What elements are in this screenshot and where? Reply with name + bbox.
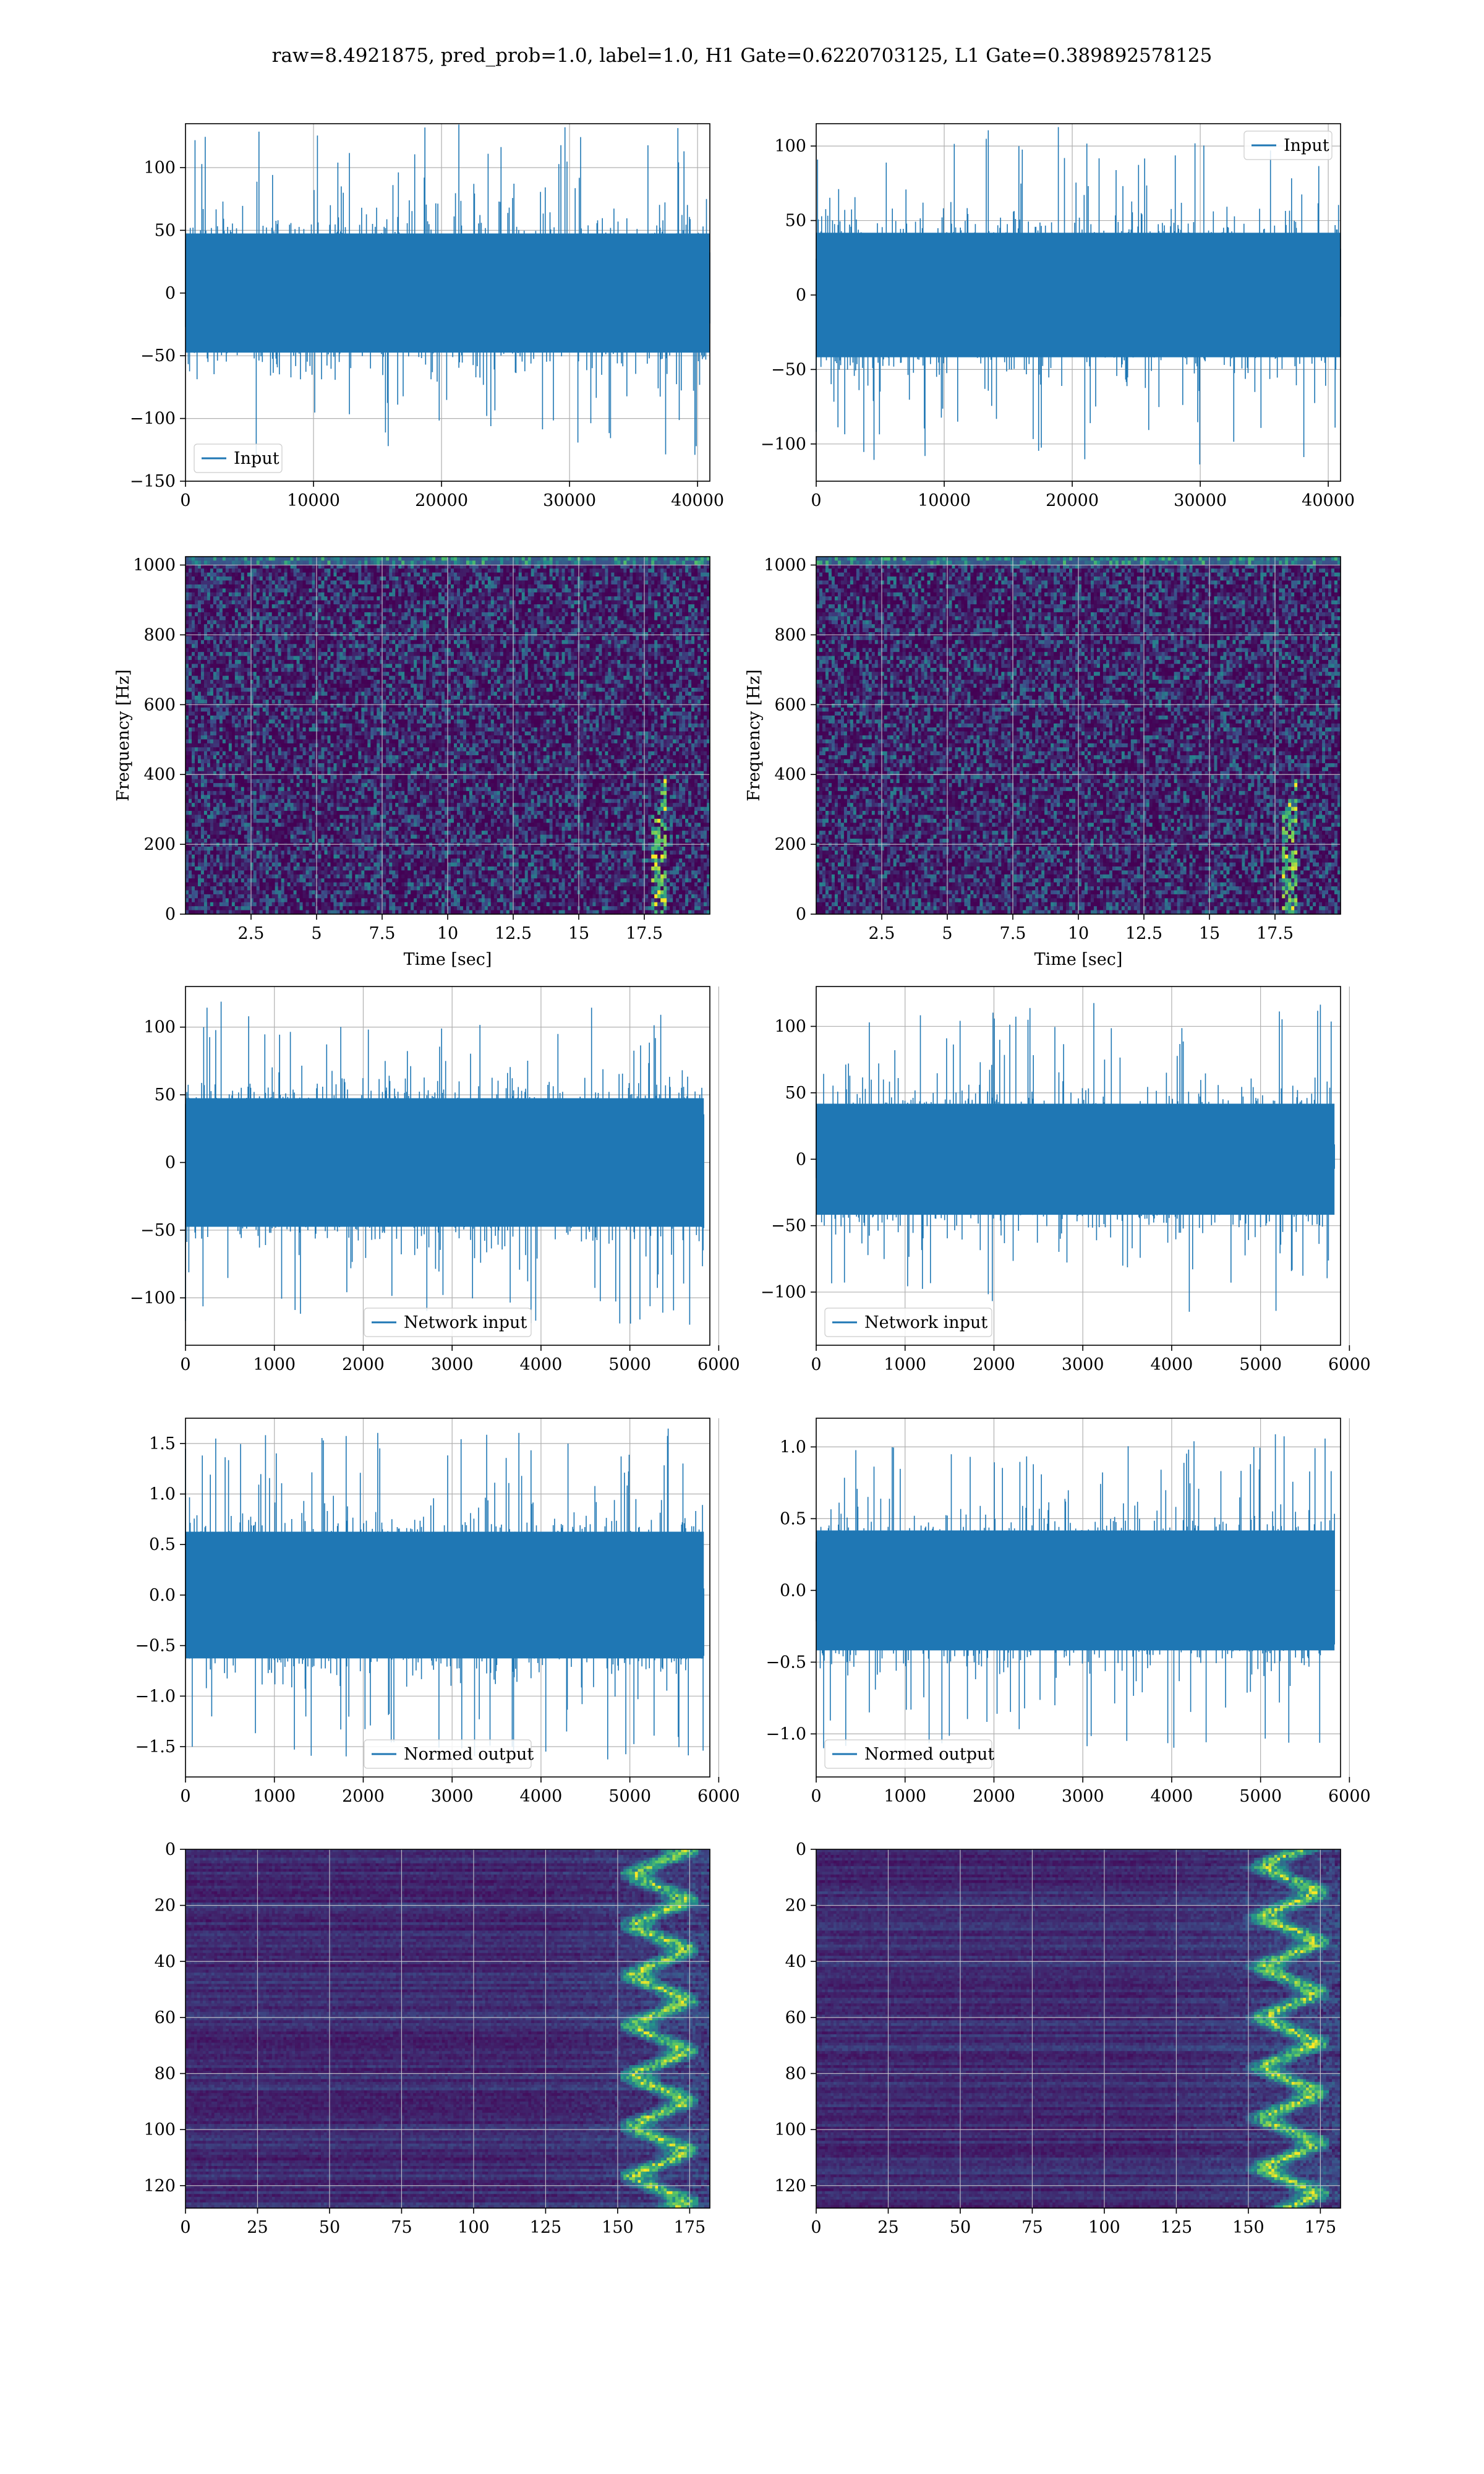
y-tick-label: 120 <box>774 2177 806 2196</box>
x-tick-label: 0 <box>811 2218 821 2237</box>
x-tick-label: 175 <box>1305 2218 1337 2237</box>
x-tick-label: 50 <box>950 2218 971 2237</box>
y-tick-label: 60 <box>785 2008 806 2027</box>
x-tick-label: 75 <box>1021 2218 1043 2237</box>
y-tick-label: 40 <box>785 1952 806 1971</box>
plot-area: 0 25 50 75 100 125 150 175 0 20 40 60 80 100 120 <box>774 1840 1341 2237</box>
x-tick-label: 100 <box>1088 2218 1120 2237</box>
x-tick-label: 25 <box>877 2218 898 2237</box>
y-tick-label: 80 <box>785 2065 806 2084</box>
heatmap-cells <box>816 1849 1341 2209</box>
y-tick-label: 20 <box>785 1896 806 1915</box>
x-tick-label: 125 <box>1161 2218 1193 2237</box>
y-tick-label: 0 <box>796 1840 806 1859</box>
x-tick-label: 150 <box>1232 2218 1264 2237</box>
y-tick-label: 100 <box>774 2120 806 2139</box>
